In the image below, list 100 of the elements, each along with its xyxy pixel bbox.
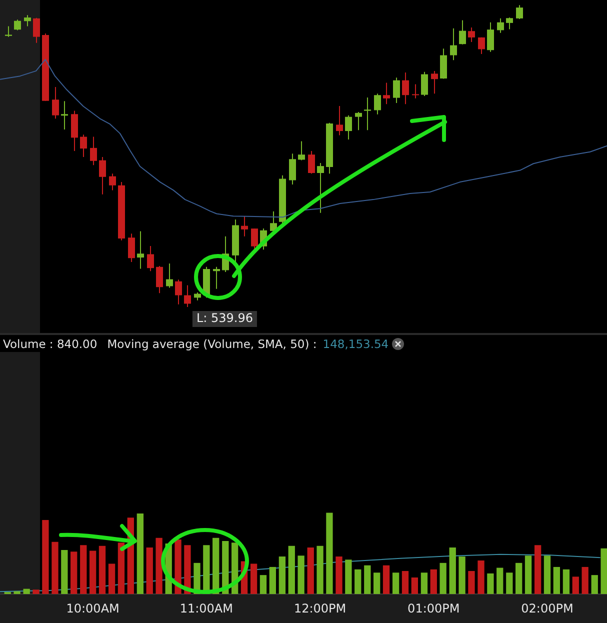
bar [582,566,588,594]
bar [534,545,542,594]
bar [288,546,295,594]
candlestick [147,246,154,272]
bar [449,548,456,594]
bar [307,548,314,594]
text: Volume : 840.00 [3,337,98,351]
bar [524,556,532,594]
bar [496,568,504,594]
bar [516,562,522,594]
candlestick [393,77,400,104]
bar [70,552,78,594]
bar [600,548,607,594]
text: 148,153.54 [322,337,389,351]
bar [430,569,437,594]
bar [250,564,258,594]
candlestick [412,84,419,99]
text: Moving average (Volume, SMA, 50) : [107,337,317,351]
x-tick-label: 11:00AM [180,601,233,616]
bar [420,572,428,594]
candlestick [175,279,182,305]
bar [487,573,494,594]
bar [52,542,58,594]
candlestick [421,71,428,97]
bar [392,572,400,594]
candlestick [402,72,409,105]
candlestick [506,17,513,30]
candlestick [251,228,258,250]
x-tick-label: 02:00PM [521,601,574,616]
candlestick [374,93,381,115]
candlestick [516,4,523,20]
bar [336,556,342,594]
candlestick [364,97,371,131]
annotation: L: 539.96 [196,311,253,326]
bar [298,556,304,594]
x-tick-label: 10:00AM [66,601,120,616]
bar [136,514,144,594]
candlestick [90,136,97,166]
bar [506,572,513,594]
candlestick [298,140,305,161]
candlestick [497,18,504,34]
bar [61,550,68,594]
candlestick [336,105,343,136]
bar [14,591,20,594]
bar [382,565,390,594]
bar [374,572,380,594]
candlestick [80,134,87,158]
candlestick [383,82,390,105]
bar [440,562,446,594]
candlestick [468,26,475,42]
bar [591,575,598,594]
x-tick-label: 01:00PM [408,601,460,616]
bar [468,571,475,594]
candlestick [156,265,163,294]
bar [562,569,570,594]
bar [260,575,267,594]
bar [478,560,484,594]
candlestick [99,156,106,195]
bar [269,566,276,594]
candlestick [241,216,248,237]
candlestick [213,266,220,290]
candlestick [478,36,485,55]
candlestick [5,26,12,38]
candlestick [431,70,438,94]
candlestick [308,150,315,174]
candlestick [289,153,296,185]
candlestick [487,22,494,52]
bar [316,546,324,594]
candlestick [61,100,68,130]
candlestick [137,230,144,270]
candlestick [128,233,135,263]
bar [212,538,220,594]
bar [222,541,229,594]
bar [146,548,153,594]
candlestick [355,112,362,131]
candlestick [317,162,324,214]
bar [80,545,87,594]
bar [572,576,579,594]
candlestick [440,48,447,80]
bar [23,588,30,594]
bar [553,566,560,594]
candlestick [166,263,173,288]
bar [98,546,106,594]
candlestick [459,20,466,45]
x-tick-label: 12:00PM [294,601,346,616]
bar [42,520,49,594]
bar [89,550,96,594]
bar [326,512,333,594]
bar [411,577,418,594]
bar [184,545,191,594]
candlestick [33,17,40,44]
bar [544,556,551,594]
bar [364,565,371,594]
candlestick [52,86,59,120]
candlestick [24,14,31,27]
candlestick [109,173,116,191]
bar [118,542,125,594]
bar [156,538,162,594]
candlestick [14,19,21,31]
bar [458,556,466,594]
